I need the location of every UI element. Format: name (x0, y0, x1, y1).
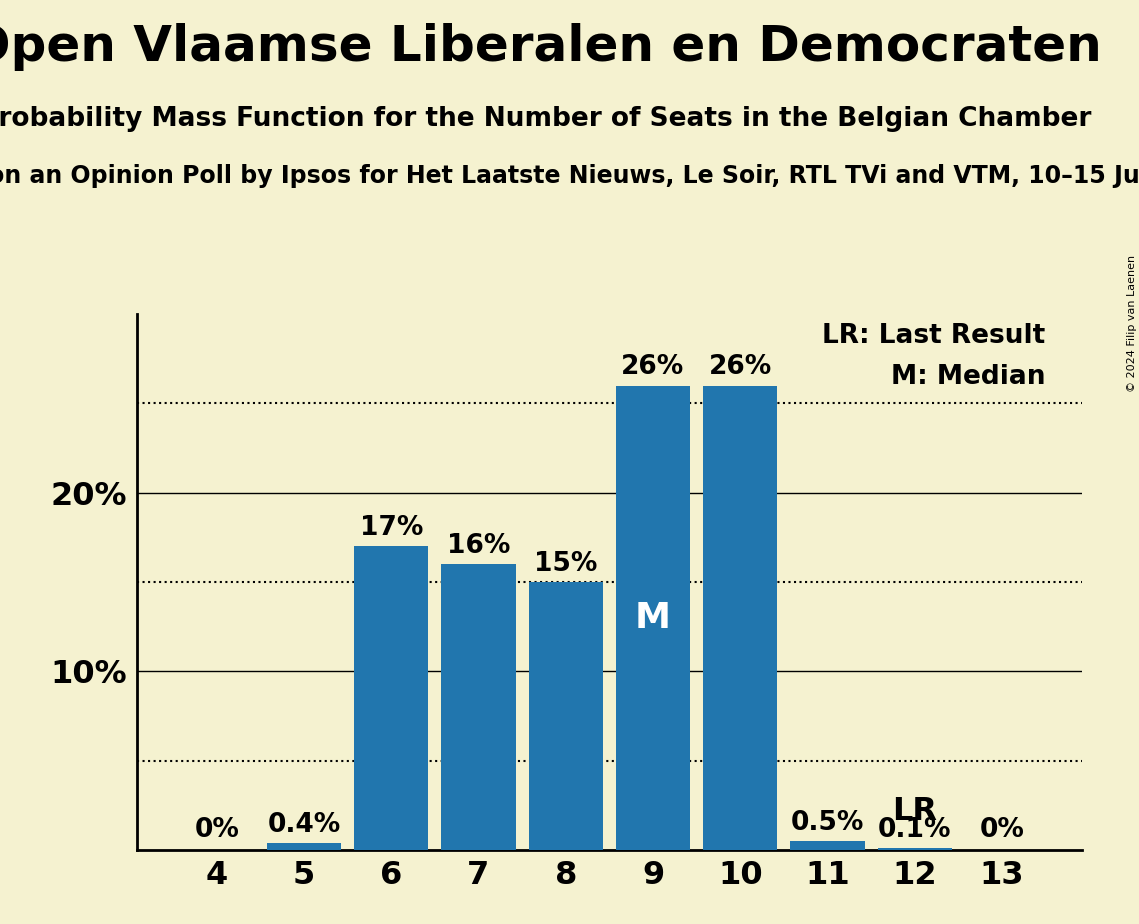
Bar (354, 546, 428, 850)
Text: Based on an Opinion Poll by Ipsos for Het Laatste Nieuws, Le Soir, RTL TVi and V: Based on an Opinion Poll by Ipsos for He… (0, 164, 1139, 188)
Text: 0.4%: 0.4% (268, 811, 341, 837)
Bar (528, 582, 603, 850)
Bar (703, 385, 777, 850)
Text: 15%: 15% (534, 551, 598, 577)
Text: LR: Last Result: LR: Last Result (822, 323, 1046, 349)
Bar (442, 565, 516, 850)
Text: 26%: 26% (622, 354, 685, 381)
Bar (790, 841, 865, 850)
Text: 0%: 0% (195, 817, 239, 843)
Text: 16%: 16% (446, 533, 510, 559)
Text: LR: LR (892, 796, 937, 827)
Text: 17%: 17% (360, 515, 423, 541)
Text: © 2024 Filip van Laenen: © 2024 Filip van Laenen (1126, 255, 1137, 392)
Bar (267, 843, 341, 850)
Text: 26%: 26% (708, 354, 772, 381)
Bar (878, 848, 952, 850)
Text: Probability Mass Function for the Number of Seats in the Belgian Chamber: Probability Mass Function for the Number… (0, 106, 1091, 132)
Text: 0%: 0% (980, 817, 1024, 843)
Bar (616, 385, 690, 850)
Text: M: Median: M: Median (891, 364, 1046, 390)
Text: Open Vlaamse Liberalen en Democraten: Open Vlaamse Liberalen en Democraten (0, 23, 1103, 71)
Text: M: M (634, 601, 671, 635)
Text: 0.1%: 0.1% (878, 817, 951, 843)
Text: 0.5%: 0.5% (790, 809, 865, 836)
